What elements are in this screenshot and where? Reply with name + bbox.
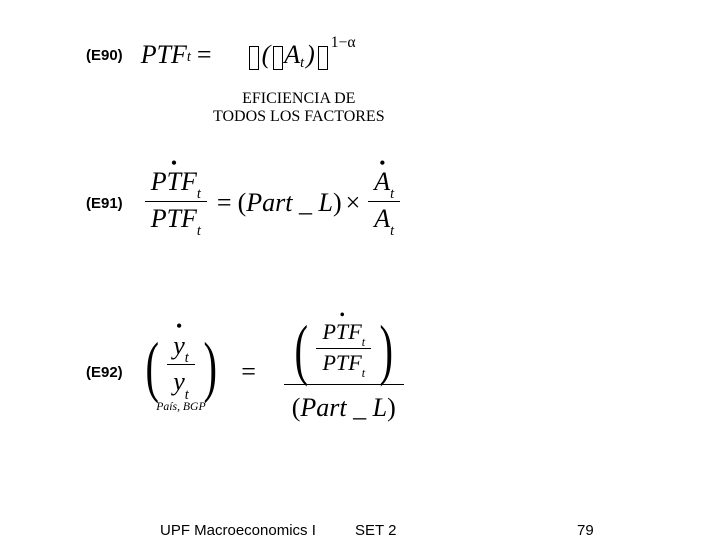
glitch-box-icon: [249, 46, 259, 70]
eficiencia-annotation: EFICIENCIA DE TODOS LOS FACTORES: [213, 90, 385, 127]
a-dot: A: [374, 168, 390, 197]
footer-set: SET 2: [355, 522, 396, 539]
paren-close: ): [306, 40, 315, 70]
left-term: ( yt yt ) País, BGP: [141, 332, 222, 414]
eq-body-e91: PTFt PTFt = (Part _ L) × At At: [141, 168, 404, 239]
ptf-symbol: PTF: [141, 40, 187, 70]
eq-body-e92: ( yt yt ) País, BGP = (: [141, 320, 408, 425]
eq-label-e91: (E91): [86, 195, 123, 212]
a-frac: At At: [368, 168, 400, 239]
equals: =: [241, 357, 256, 387]
times-symbol: ×: [346, 188, 361, 218]
ptf-frac: PTFt PTFt: [145, 168, 207, 239]
eq-body-e90: PTFt = ( At ) 1−α: [141, 40, 356, 70]
exponent: 1−α: [331, 34, 356, 52]
paren-open: (: [262, 40, 271, 70]
eficiencia-line1: EFICIENCIA DE: [213, 90, 385, 108]
ptf-sub: t: [187, 49, 191, 66]
equation-e90: (E90) PTFt = ( At ) 1−α: [86, 40, 356, 70]
glitch-box-icon: [273, 46, 283, 70]
ptf-dot: PTF: [151, 168, 197, 197]
right-big-frac: ( PTFt PTFt ) (Part _ L): [284, 320, 404, 425]
footer-course: UPF Macroeconomics I: [160, 522, 316, 539]
paren-close: ): [333, 188, 342, 218]
equals: =: [217, 188, 232, 218]
paren-open: (: [238, 188, 247, 218]
partl: Part _ L: [246, 188, 333, 218]
eficiencia-line2: TODOS LOS FACTORES: [213, 108, 385, 126]
pais-bgp-subscript: País, BGP: [156, 400, 205, 413]
glitch-box-icon: [318, 46, 328, 70]
a-sub: t: [300, 55, 304, 72]
a-symbol: A: [284, 40, 300, 70]
footer-page: 79: [577, 522, 594, 539]
eq-label-e92: (E92): [86, 364, 123, 381]
equation-e92: (E92) ( yt yt ) País, BGP =: [86, 320, 408, 425]
eq-label-e90: (E90): [86, 47, 123, 64]
slide: (E90) PTFt = ( At ) 1−α EFICIENCIA DE TO…: [0, 0, 720, 540]
equals: =: [197, 40, 212, 70]
equation-e91: (E91) PTFt PTFt = (Part _ L) × At At: [86, 168, 404, 239]
